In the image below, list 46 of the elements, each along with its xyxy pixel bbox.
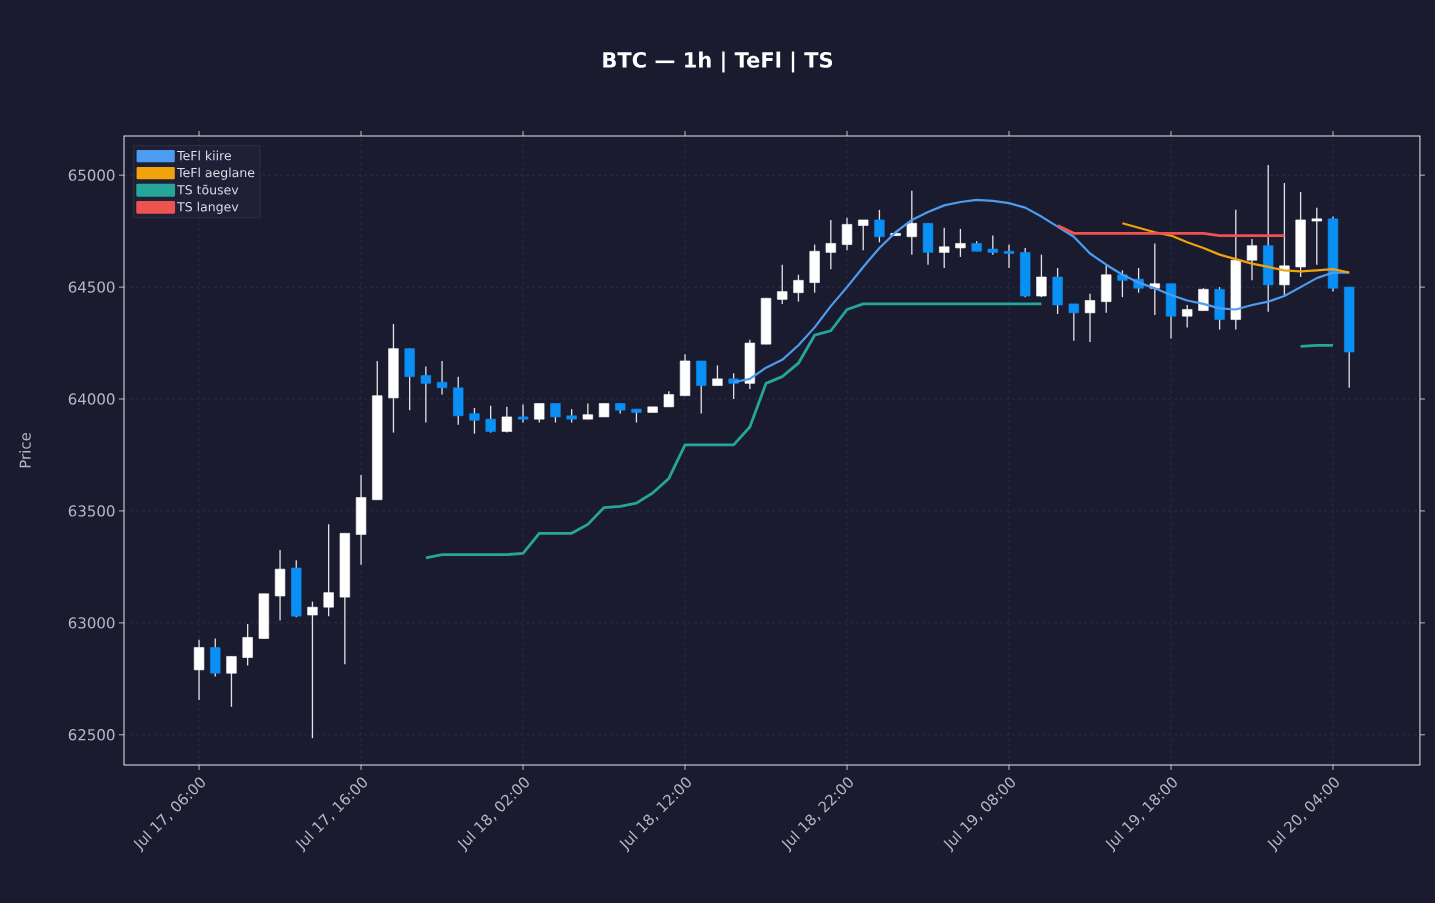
legend-label: TeFl aeglane	[177, 167, 255, 180]
candlestick	[485, 405, 496, 434]
candlestick	[1149, 242, 1160, 316]
legend-label: TS tõusev	[177, 184, 239, 195]
candlestick	[226, 655, 237, 708]
candlestick	[1036, 253, 1047, 298]
y-tick-label: 65000	[68, 169, 115, 181]
candlestick	[550, 402, 561, 424]
candlestick	[858, 219, 869, 251]
y-tick-label: 62500	[68, 729, 115, 741]
candlestick	[906, 190, 917, 256]
chart-title: BTC — 1h | TeFl | TS	[603, 51, 833, 73]
candlestick	[1279, 182, 1290, 296]
candlestick	[841, 217, 853, 251]
candlestick	[793, 274, 804, 303]
candlestick	[517, 403, 529, 424]
candlestick	[712, 364, 723, 387]
candlestick	[436, 360, 448, 396]
y-tick-label: 64000	[68, 393, 115, 405]
legend-label: TS langev	[177, 201, 239, 214]
candlestick	[307, 600, 318, 739]
candlestick	[1246, 238, 1258, 282]
candlestick	[955, 228, 966, 258]
candlestick	[1003, 243, 1015, 269]
candlestick	[939, 227, 950, 269]
candlestick	[242, 623, 253, 667]
legend-label: TeFl kiire	[177, 150, 232, 161]
y-tick-label: 63500	[68, 505, 115, 517]
candlestick	[534, 402, 545, 424]
candlestick	[987, 234, 998, 256]
candlestick	[501, 406, 512, 434]
candlestick	[469, 407, 480, 435]
y-tick-label: 63000	[68, 617, 115, 629]
candlestick	[1068, 303, 1079, 342]
candlestick	[193, 638, 205, 701]
candlestick	[420, 365, 432, 424]
candlestick	[1198, 287, 1209, 312]
candlestick	[1084, 293, 1096, 343]
candlestick	[1182, 304, 1193, 329]
candlestick	[323, 523, 334, 617]
candlestick	[874, 209, 885, 243]
candlestick	[825, 219, 836, 270]
y-tick-label: 64500	[68, 281, 115, 293]
candlestick	[1311, 206, 1322, 266]
candlestick	[777, 264, 788, 305]
y-axis-title: Price	[19, 433, 31, 468]
